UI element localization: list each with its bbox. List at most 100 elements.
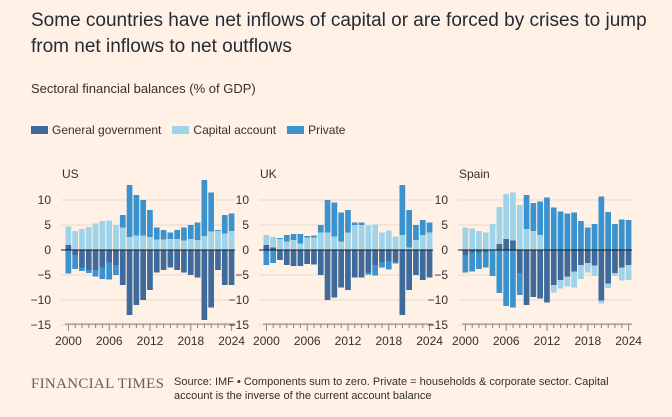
bar-spain-capital-account-2015 (564, 276, 571, 287)
bar-us-capital-account-2015 (167, 239, 174, 250)
y-tick-label: 10 (38, 193, 52, 207)
bar-uk-private-2004 (290, 234, 297, 240)
bar-uk-private-2015 (365, 272, 372, 275)
bar-us-general-government-2017 (181, 250, 187, 273)
bar-uk-general-government-2013 (351, 250, 358, 278)
legend-item-private: Private (287, 123, 345, 137)
bar-us-capital-account-2011 (140, 235, 146, 250)
bar-uk-general-government-2010 (331, 250, 338, 298)
bar-spain-capital-account-2018 (584, 263, 591, 273)
bar-uk-private-2020 (399, 185, 406, 235)
bar-spain-private-2007 (510, 250, 516, 308)
bar-spain-general-government-2024 (625, 250, 632, 265)
x-tick-label: 2006 (96, 334, 123, 348)
bar-spain-capital-account-2021 (605, 283, 611, 288)
bar-spain-capital-account-2007 (510, 192, 516, 241)
bar-spain-private-2011 (537, 201, 543, 235)
bar-uk-general-government-2016 (372, 250, 378, 265)
bar-uk-private-2014 (358, 222, 365, 225)
x-tick-label: 2006 (493, 334, 520, 348)
y-tick-label: 5 (441, 218, 448, 232)
bar-spain-private-2005 (496, 250, 503, 293)
y-tick-label: −15 (428, 318, 449, 332)
bar-uk-private-2010 (331, 202, 338, 237)
bar-spain-general-government-2019 (591, 250, 598, 266)
bar-uk-general-government-2008 (317, 250, 324, 275)
bar-us-capital-account-2002 (79, 229, 85, 250)
bar-uk-private-2016 (372, 265, 378, 276)
bar-spain-capital-account-2005 (496, 207, 503, 244)
bar-us-general-government-2002 (79, 250, 85, 268)
bar-uk-general-government-2021 (406, 250, 412, 290)
bar-spain-private-2012 (544, 197, 550, 250)
bar-uk-capital-account-2011 (338, 241, 344, 250)
bar-spain-general-government-2010 (530, 250, 537, 297)
bar-us-private-2010 (133, 195, 140, 236)
bar-uk-capital-account-2017 (379, 232, 385, 250)
legend-item-general-government: General government (31, 123, 161, 137)
bar-spain-general-government-2020 (598, 250, 605, 301)
bar-uk-private-2007 (311, 235, 317, 238)
source-note: Source: IMF • Components sum to zero. Pr… (174, 376, 609, 402)
y-tick-label: −10 (31, 293, 52, 307)
bar-uk-private-2011 (338, 212, 344, 242)
bar-us-private-2017 (181, 227, 187, 241)
bar-us-private-2008 (119, 215, 126, 228)
bar-uk-private-2012 (345, 210, 351, 233)
bar-us-general-government-2011 (140, 250, 146, 300)
bar-uk-capital-account-2023 (419, 235, 426, 250)
bar-spain-private-2020 (598, 196, 605, 250)
legend-label-private: Private (308, 123, 346, 137)
bar-us-general-government-2019 (194, 250, 201, 278)
bar-us-capital-account-2006 (106, 220, 112, 250)
bar-uk-capital-account-2019 (392, 236, 399, 250)
bar-spain-private-2013 (550, 207, 557, 250)
bar-uk-capital-account-2003 (283, 241, 290, 250)
bar-uk-general-government-2015 (365, 250, 372, 273)
x-tick-label: 2000 (55, 334, 82, 348)
bar-spain-capital-account-2013 (550, 285, 557, 293)
bar-us-private-2019 (194, 222, 201, 240)
bar-us-capital-account-2007 (113, 225, 119, 250)
bar-uk-capital-account-2007 (311, 237, 317, 250)
bar-spain-capital-account-2000 (462, 227, 469, 250)
y-tick-label: 10 (435, 193, 449, 207)
chart-title: Some countries have net inflows of capit… (31, 10, 647, 57)
bar-uk-capital-account-2009 (324, 232, 331, 250)
x-tick-label: 2000 (452, 334, 479, 348)
bar-spain-capital-account-2010 (530, 231, 537, 250)
x-tick-label: 2018 (177, 334, 204, 348)
bar-uk-capital-account-2013 (351, 225, 358, 250)
bar-spain-capital-account-2002 (476, 231, 482, 250)
bar-spain-general-government-2021 (605, 250, 611, 284)
bar-us-private-2022 (215, 230, 221, 231)
bar-us-capital-account-2023 (221, 233, 228, 250)
bar-us-general-government-2007 (113, 250, 119, 265)
bar-uk-capital-account-2000 (263, 235, 270, 245)
bar-uk-capital-account-2015 (365, 225, 372, 250)
bar-spain-private-2008 (516, 273, 523, 295)
bar-uk-general-government-2014 (358, 250, 365, 278)
panel-title-us: US (62, 167, 79, 181)
bar-spain-capital-account-2017 (578, 265, 584, 279)
bar-us-capital-account-2003 (85, 227, 92, 250)
bar-uk-private-2023 (419, 220, 426, 235)
legend-label-general-government: General government (52, 123, 162, 137)
bar-uk-capital-account-2006 (304, 237, 310, 250)
y-tick-label: 0 (44, 243, 51, 257)
bar-spain-private-2021 (605, 212, 611, 250)
bar-uk-private-2006 (304, 236, 310, 238)
legend-label-capital-account: Capital account (193, 123, 277, 137)
bar-us-general-government-2023 (221, 250, 228, 285)
bar-us-general-government-2012 (147, 250, 153, 290)
legend-swatch-capital-account (172, 126, 190, 134)
bar-uk-private-2024 (426, 222, 433, 233)
bar-uk-general-government-2005 (297, 250, 304, 266)
bar-us-capital-account-2021 (208, 231, 214, 250)
bar-us-general-government-2006 (106, 250, 112, 263)
bar-us-general-government-2016 (174, 250, 180, 270)
x-tick-label: 2024 (218, 334, 245, 348)
bar-uk-private-2018 (385, 261, 392, 270)
bar-us-general-government-2024 (228, 250, 235, 285)
bar-spain-capital-account-2014 (557, 280, 564, 289)
